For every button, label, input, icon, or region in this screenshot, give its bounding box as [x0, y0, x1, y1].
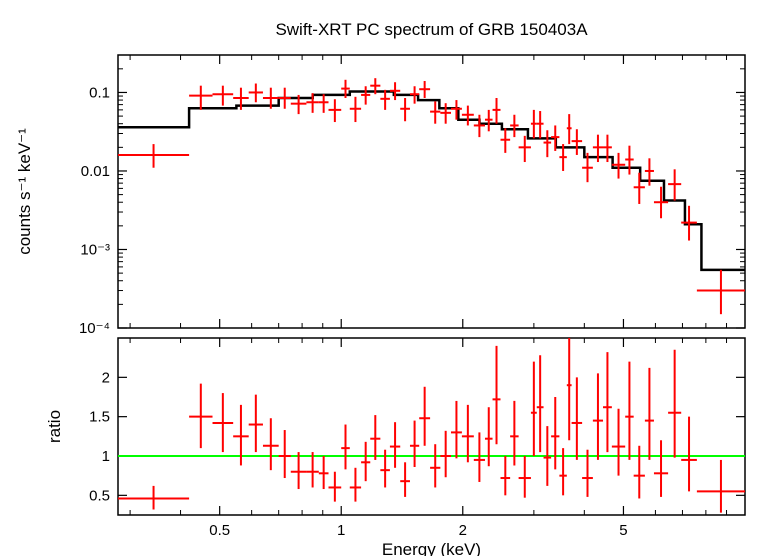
bot-panel-content [118, 318, 745, 512]
xtick-label: 0.5 [209, 522, 230, 539]
ytick-top-label: 0.01 [81, 163, 110, 180]
spectrum-figure: Swift-XRT PC spectrum of GRB 150403A 0.5 1… [0, 0, 758, 556]
ytick-bot-label: 2 [102, 369, 110, 386]
ytick-bot-label: 1 [102, 448, 110, 465]
ytick-top-label: 0.1 [89, 84, 110, 101]
model-line [118, 91, 745, 269]
xaxis-label: Energy (keV) [382, 540, 481, 556]
chart-title: Swift-XRT PC spectrum of GRB 150403A [275, 20, 588, 39]
bot-panel-frame [118, 338, 745, 515]
ytick-top-label: 10⁻⁴ [79, 320, 110, 337]
ytick-top-label: 10⁻³ [80, 241, 110, 258]
top-panel-content [118, 78, 745, 314]
xtick-label: 5 [619, 522, 627, 539]
yaxis-top-label: counts s⁻¹ keV⁻¹ [15, 128, 34, 255]
xtick-label: 1 [337, 522, 345, 539]
chart-svg: Swift-XRT PC spectrum of GRB 150403A 0.5 1… [0, 0, 758, 556]
ytick-bot-label: 1.5 [89, 409, 110, 426]
xtick-label: 2 [459, 522, 467, 539]
ytick-bot-label: 0.5 [89, 487, 110, 504]
yaxis-bot-label: ratio [45, 410, 64, 443]
